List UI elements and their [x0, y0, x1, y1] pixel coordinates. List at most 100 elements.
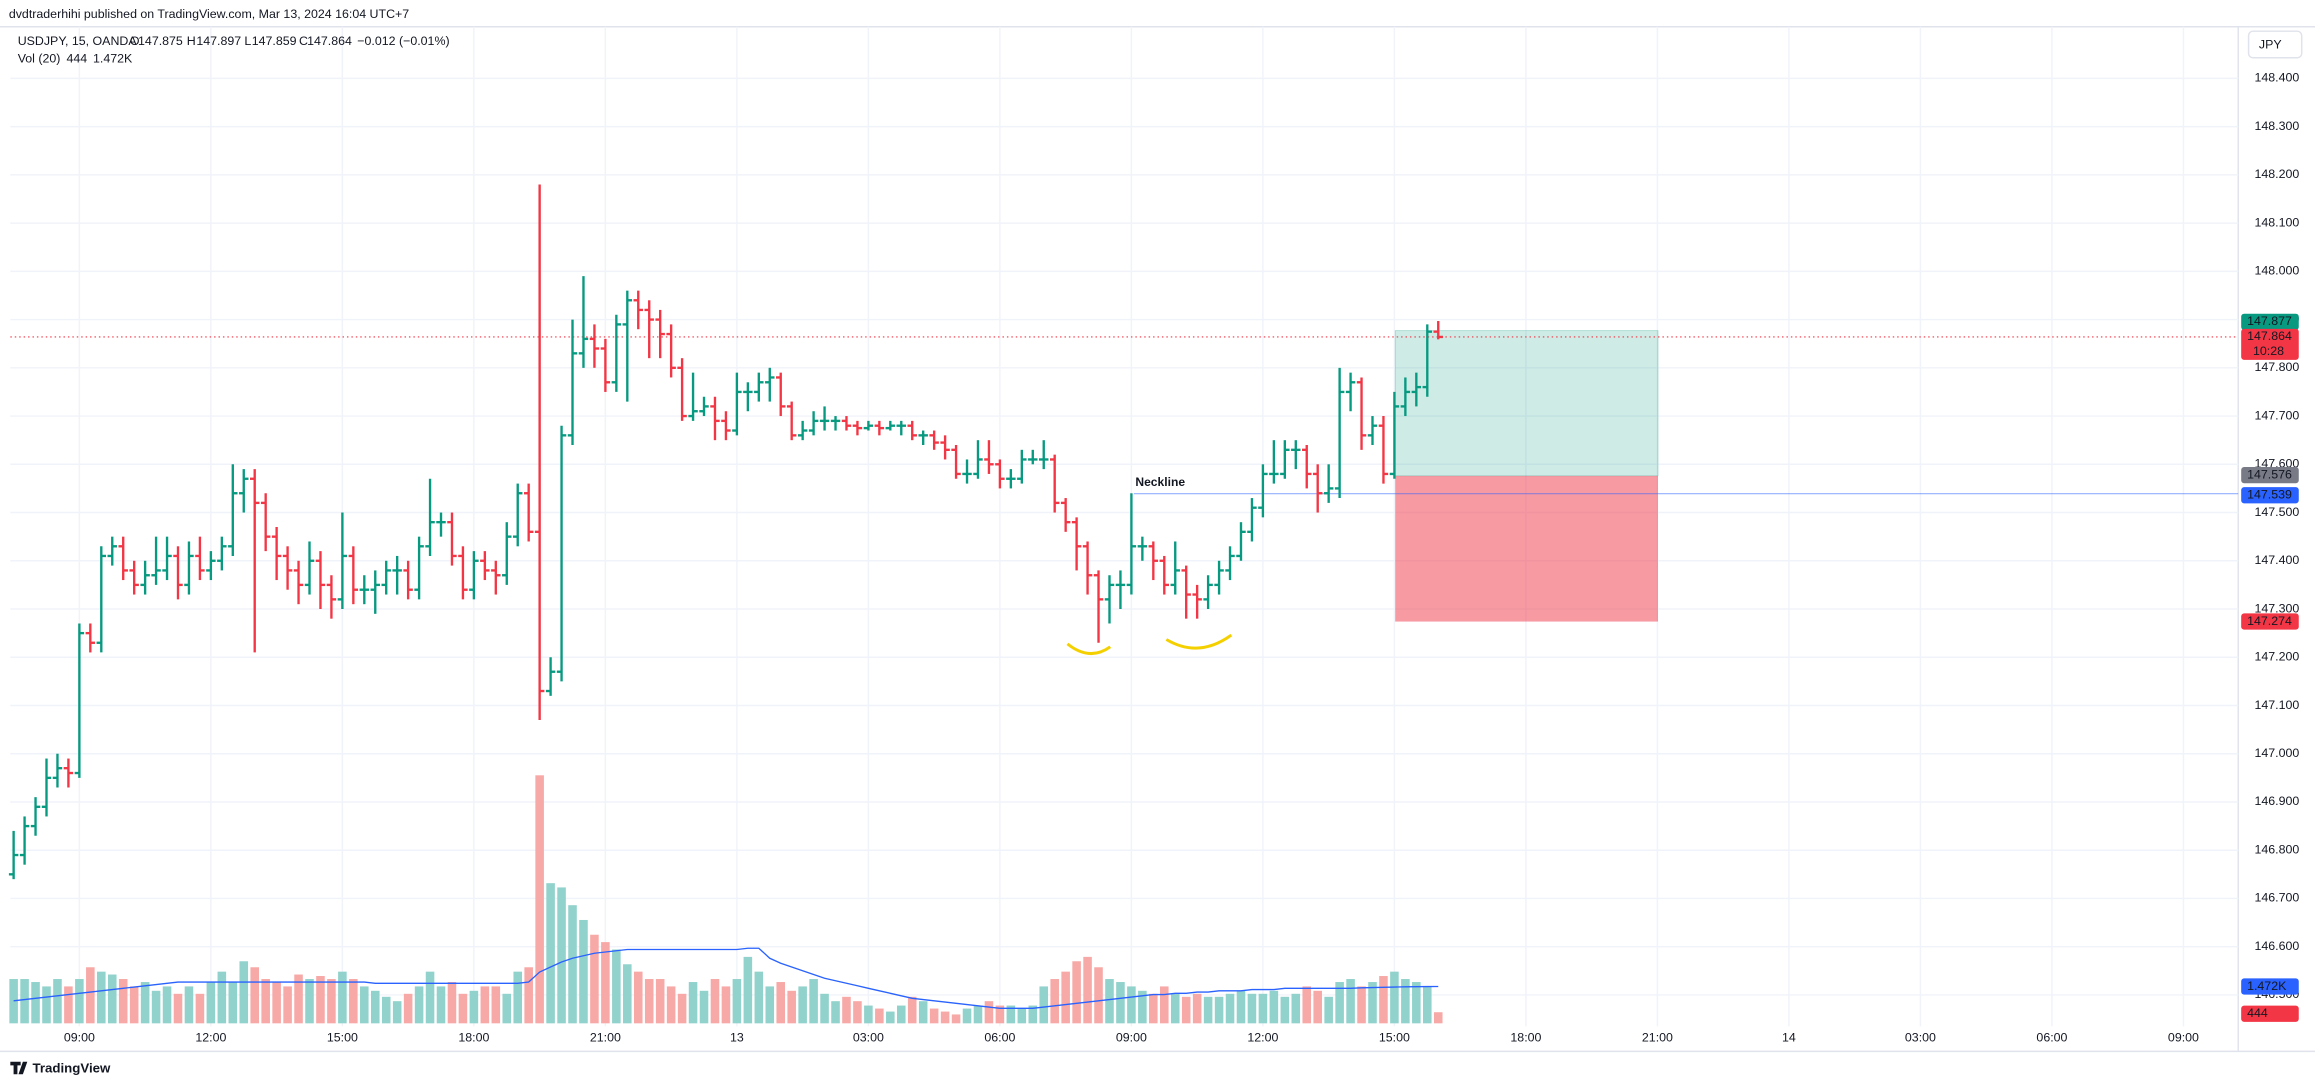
open-letter: O: [130, 34, 140, 48]
entry-price-tag-bg: [2241, 467, 2299, 484]
volume-bar: [316, 976, 325, 1024]
time-tick-label: 09:00: [2168, 1030, 2199, 1044]
time-tick-label: 09:00: [1116, 1030, 1147, 1044]
volume-bar: [1181, 996, 1191, 1024]
volume-bar: [513, 971, 523, 1024]
price-tick-label: 147.500: [2254, 505, 2299, 519]
volume-bar: [480, 986, 490, 1024]
volume-bar: [86, 967, 95, 1024]
volume-tag: 444: [2247, 1006, 2268, 1020]
volume-bar: [677, 993, 687, 1024]
price-tick-label: 148.300: [2254, 119, 2299, 133]
volume-bar: [666, 986, 676, 1024]
volume-bar: [644, 979, 654, 1024]
volume-bar: [1423, 986, 1432, 1024]
volume-bar: [984, 1001, 994, 1024]
volume-bar: [261, 979, 270, 1024]
volume-bar: [1203, 996, 1213, 1024]
price-tick-label: 148.200: [2254, 167, 2299, 181]
volume-bar: [842, 996, 851, 1024]
volume-bar: [75, 979, 84, 1024]
price-tick-label: 147.000: [2254, 746, 2299, 760]
volume-bar: [688, 982, 698, 1024]
close-letter: C: [299, 34, 308, 48]
volume-bar: [118, 979, 128, 1024]
volume-bar: [272, 982, 281, 1024]
time-tick-label: 03:00: [853, 1030, 884, 1044]
volume-bar: [1291, 993, 1301, 1024]
volume-bar: [579, 919, 588, 1024]
volume-bar: [1302, 986, 1312, 1024]
volume-bar: [447, 982, 457, 1024]
footer: TradingView: [10, 1061, 111, 1076]
volume-bar: [524, 967, 533, 1024]
volume-bar: [535, 775, 544, 1024]
volume-bar: [1138, 990, 1147, 1024]
volume-bar: [743, 956, 753, 1024]
volume-bar: [1159, 986, 1169, 1024]
volume-bar: [1236, 990, 1246, 1024]
time-tick-label: 09:00: [64, 1030, 95, 1044]
volume-bar: [195, 993, 205, 1024]
neckline-price-tag-bg: [2241, 487, 2299, 504]
volume-bar: [1105, 979, 1114, 1024]
left-shoulder-arc: [1066, 642, 1112, 655]
volume-bar: [184, 986, 194, 1024]
volume-bar: [721, 986, 731, 1024]
volume-bar: [1006, 1005, 1016, 1024]
position-tool: [10, 330, 2239, 622]
volume-bar: [239, 961, 249, 1024]
volume-bar: [392, 1001, 402, 1024]
time-tick-label: 12:00: [1247, 1030, 1278, 1044]
volume-bar: [20, 979, 29, 1024]
high-letter: H: [187, 34, 196, 48]
volume-bar: [655, 979, 665, 1024]
tradingview-logo: [10, 1061, 28, 1075]
volume-bar: [929, 1008, 939, 1024]
volume-bar: [1225, 993, 1235, 1024]
time-tick-label: 21:00: [590, 1030, 621, 1044]
volume-bar: [1072, 961, 1081, 1024]
volume-bar: [820, 993, 829, 1024]
volume-bar: [414, 986, 424, 1024]
stop-price-tag-bg: [2241, 613, 2299, 630]
volume-bar: [1401, 979, 1410, 1024]
volume-bar: [1170, 993, 1180, 1024]
target-price-tag-bg: [2241, 313, 2299, 330]
volume-bar: [623, 964, 632, 1024]
volume-bar: [1433, 1012, 1443, 1024]
volume-bar: [1335, 982, 1344, 1024]
volume-bar: [940, 1011, 950, 1024]
time-tick-label: 15:00: [327, 1030, 358, 1044]
published-note: dvdtraderhihi published on TradingView.c…: [9, 7, 409, 21]
volume-bar: [557, 887, 566, 1024]
volume-bar: [502, 993, 512, 1024]
grid: [10, 26, 2239, 1027]
change: −0.012 (−0.01%): [357, 34, 449, 48]
volume-study: Vol (20): [18, 52, 61, 66]
volume-bar: [140, 982, 150, 1024]
volume-bar: [1313, 990, 1322, 1024]
volume-ma-line: [13, 947, 1439, 1009]
volume-bar: [228, 982, 238, 1024]
low-value: 147.859: [252, 34, 297, 48]
volume-value: 444: [66, 52, 87, 66]
currency-button[interactable]: [2247, 30, 2303, 59]
volume-bar: [31, 982, 40, 1024]
volume-bar: [1390, 971, 1399, 1024]
volume-bar: [1324, 996, 1333, 1024]
price-tick-label: 146.900: [2254, 794, 2299, 808]
volume-bar: [349, 979, 358, 1024]
time-tick-label: 18:00: [458, 1030, 489, 1044]
volume-bar: [1346, 979, 1355, 1024]
price-tick-label: 147.100: [2254, 698, 2299, 712]
volume-ma-tag: 1.472K: [2247, 979, 2287, 993]
volume-bar: [338, 971, 347, 1024]
volume-bar: [973, 1005, 983, 1024]
volume-bar: [97, 971, 106, 1024]
currency-label[interactable]: JPY: [2259, 37, 2282, 51]
volume-bar: [173, 993, 183, 1024]
close-value: 147.864: [307, 34, 352, 48]
volume-pane: [9, 775, 1443, 1024]
